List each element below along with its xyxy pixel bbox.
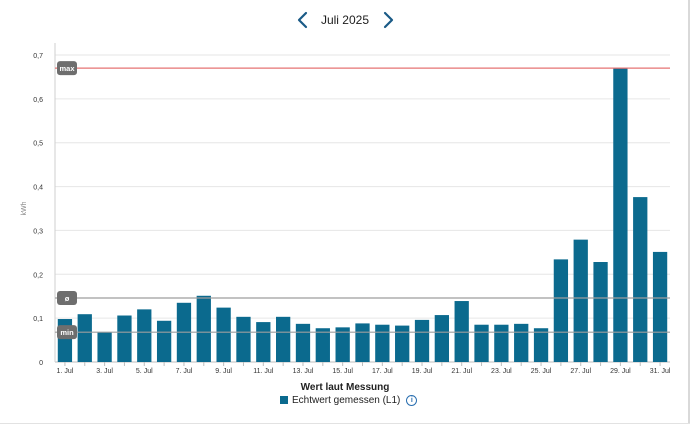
bar bbox=[77, 314, 92, 362]
bar bbox=[236, 316, 251, 362]
x-tick-label: 7. Jul bbox=[176, 368, 193, 375]
x-tick-label: 23. Jul bbox=[491, 368, 512, 375]
bar bbox=[514, 323, 529, 362]
bar bbox=[156, 320, 172, 362]
frame-border-right bbox=[688, 0, 690, 424]
bar bbox=[395, 325, 410, 362]
next-month-button[interactable] bbox=[378, 10, 398, 30]
reference-tag bbox=[57, 61, 77, 76]
reference-tag-label: min bbox=[60, 328, 74, 337]
x-tick-label: 3. Jul bbox=[96, 368, 113, 375]
bar bbox=[355, 323, 370, 362]
bar bbox=[454, 301, 469, 362]
bar bbox=[335, 327, 350, 362]
y-tick-label: 0,3 bbox=[33, 228, 43, 235]
x-tick-label: 21. Jul bbox=[451, 368, 472, 375]
legend-swatch bbox=[280, 396, 288, 404]
x-tick-label: 29. Jul bbox=[610, 368, 631, 375]
y-tick-label: 0,2 bbox=[33, 272, 43, 279]
bar bbox=[414, 319, 430, 362]
reference-tag bbox=[57, 325, 77, 340]
y-tick-label: 0,6 bbox=[33, 97, 43, 104]
reference-tag-label: max bbox=[59, 64, 75, 73]
x-tick-label: 5. Jul bbox=[136, 368, 153, 375]
bar bbox=[474, 324, 489, 362]
chevron-right-icon bbox=[383, 11, 394, 29]
bar bbox=[196, 295, 211, 362]
bar bbox=[315, 328, 330, 362]
chevron-left-icon bbox=[297, 11, 308, 29]
month-title: Juli 2025 bbox=[320, 13, 370, 27]
x-tick-label: 15. Jul bbox=[332, 368, 353, 375]
bar bbox=[613, 68, 628, 363]
y-tick-label: 0,1 bbox=[33, 316, 43, 323]
y-axis-label: kWh bbox=[21, 201, 28, 215]
bar bbox=[533, 328, 549, 362]
bar bbox=[256, 322, 271, 362]
legend-title: Wert laut Messung bbox=[300, 382, 390, 393]
x-tick-label: 9. Jul bbox=[215, 368, 232, 375]
x-tick-label: 19. Jul bbox=[412, 368, 433, 375]
info-icon[interactable]: i bbox=[406, 394, 418, 406]
x-tick-label: 27. Jul bbox=[570, 368, 591, 375]
bar bbox=[216, 307, 231, 362]
bar bbox=[295, 323, 311, 362]
bar bbox=[117, 315, 132, 362]
reference-tag bbox=[57, 290, 77, 305]
reference-tag-label: ø bbox=[65, 294, 70, 303]
bar bbox=[633, 197, 648, 362]
x-tick-label: 31. Jul bbox=[650, 368, 671, 375]
legend-item-echtwert[interactable]: Echtwert gemessen (L1) i bbox=[280, 393, 418, 407]
month-navigation: Juli 2025 bbox=[0, 8, 690, 32]
bar bbox=[553, 259, 569, 362]
bar bbox=[593, 262, 608, 362]
x-tick-label: 17. Jul bbox=[372, 368, 393, 375]
legend-item-label: Echtwert gemessen (L1) bbox=[292, 394, 401, 406]
x-tick-label: 1. Jul bbox=[57, 368, 74, 375]
y-tick-label: 0,7 bbox=[33, 53, 43, 60]
bar bbox=[494, 324, 509, 362]
y-tick-label: 0,5 bbox=[33, 141, 43, 148]
bar bbox=[97, 332, 112, 362]
bar bbox=[137, 309, 152, 362]
bar bbox=[375, 324, 390, 362]
bar bbox=[276, 316, 291, 362]
bar bbox=[434, 315, 449, 362]
bar bbox=[573, 239, 588, 362]
bar bbox=[652, 251, 668, 362]
x-tick-label: 25. Jul bbox=[531, 368, 552, 375]
y-tick-label: 0 bbox=[39, 360, 43, 367]
x-tick-label: 13. Jul bbox=[293, 368, 314, 375]
x-tick-label: 11. Jul bbox=[253, 368, 274, 375]
previous-month-button[interactable] bbox=[293, 10, 313, 30]
y-tick-label: 0,4 bbox=[33, 185, 43, 192]
consumption-bar-chart: 0 0,1 0,2 0,3 0,4 0,5 0,6 0,7 kWh 1. Jul 3. Jul 5. … bbox=[21, 43, 671, 375]
